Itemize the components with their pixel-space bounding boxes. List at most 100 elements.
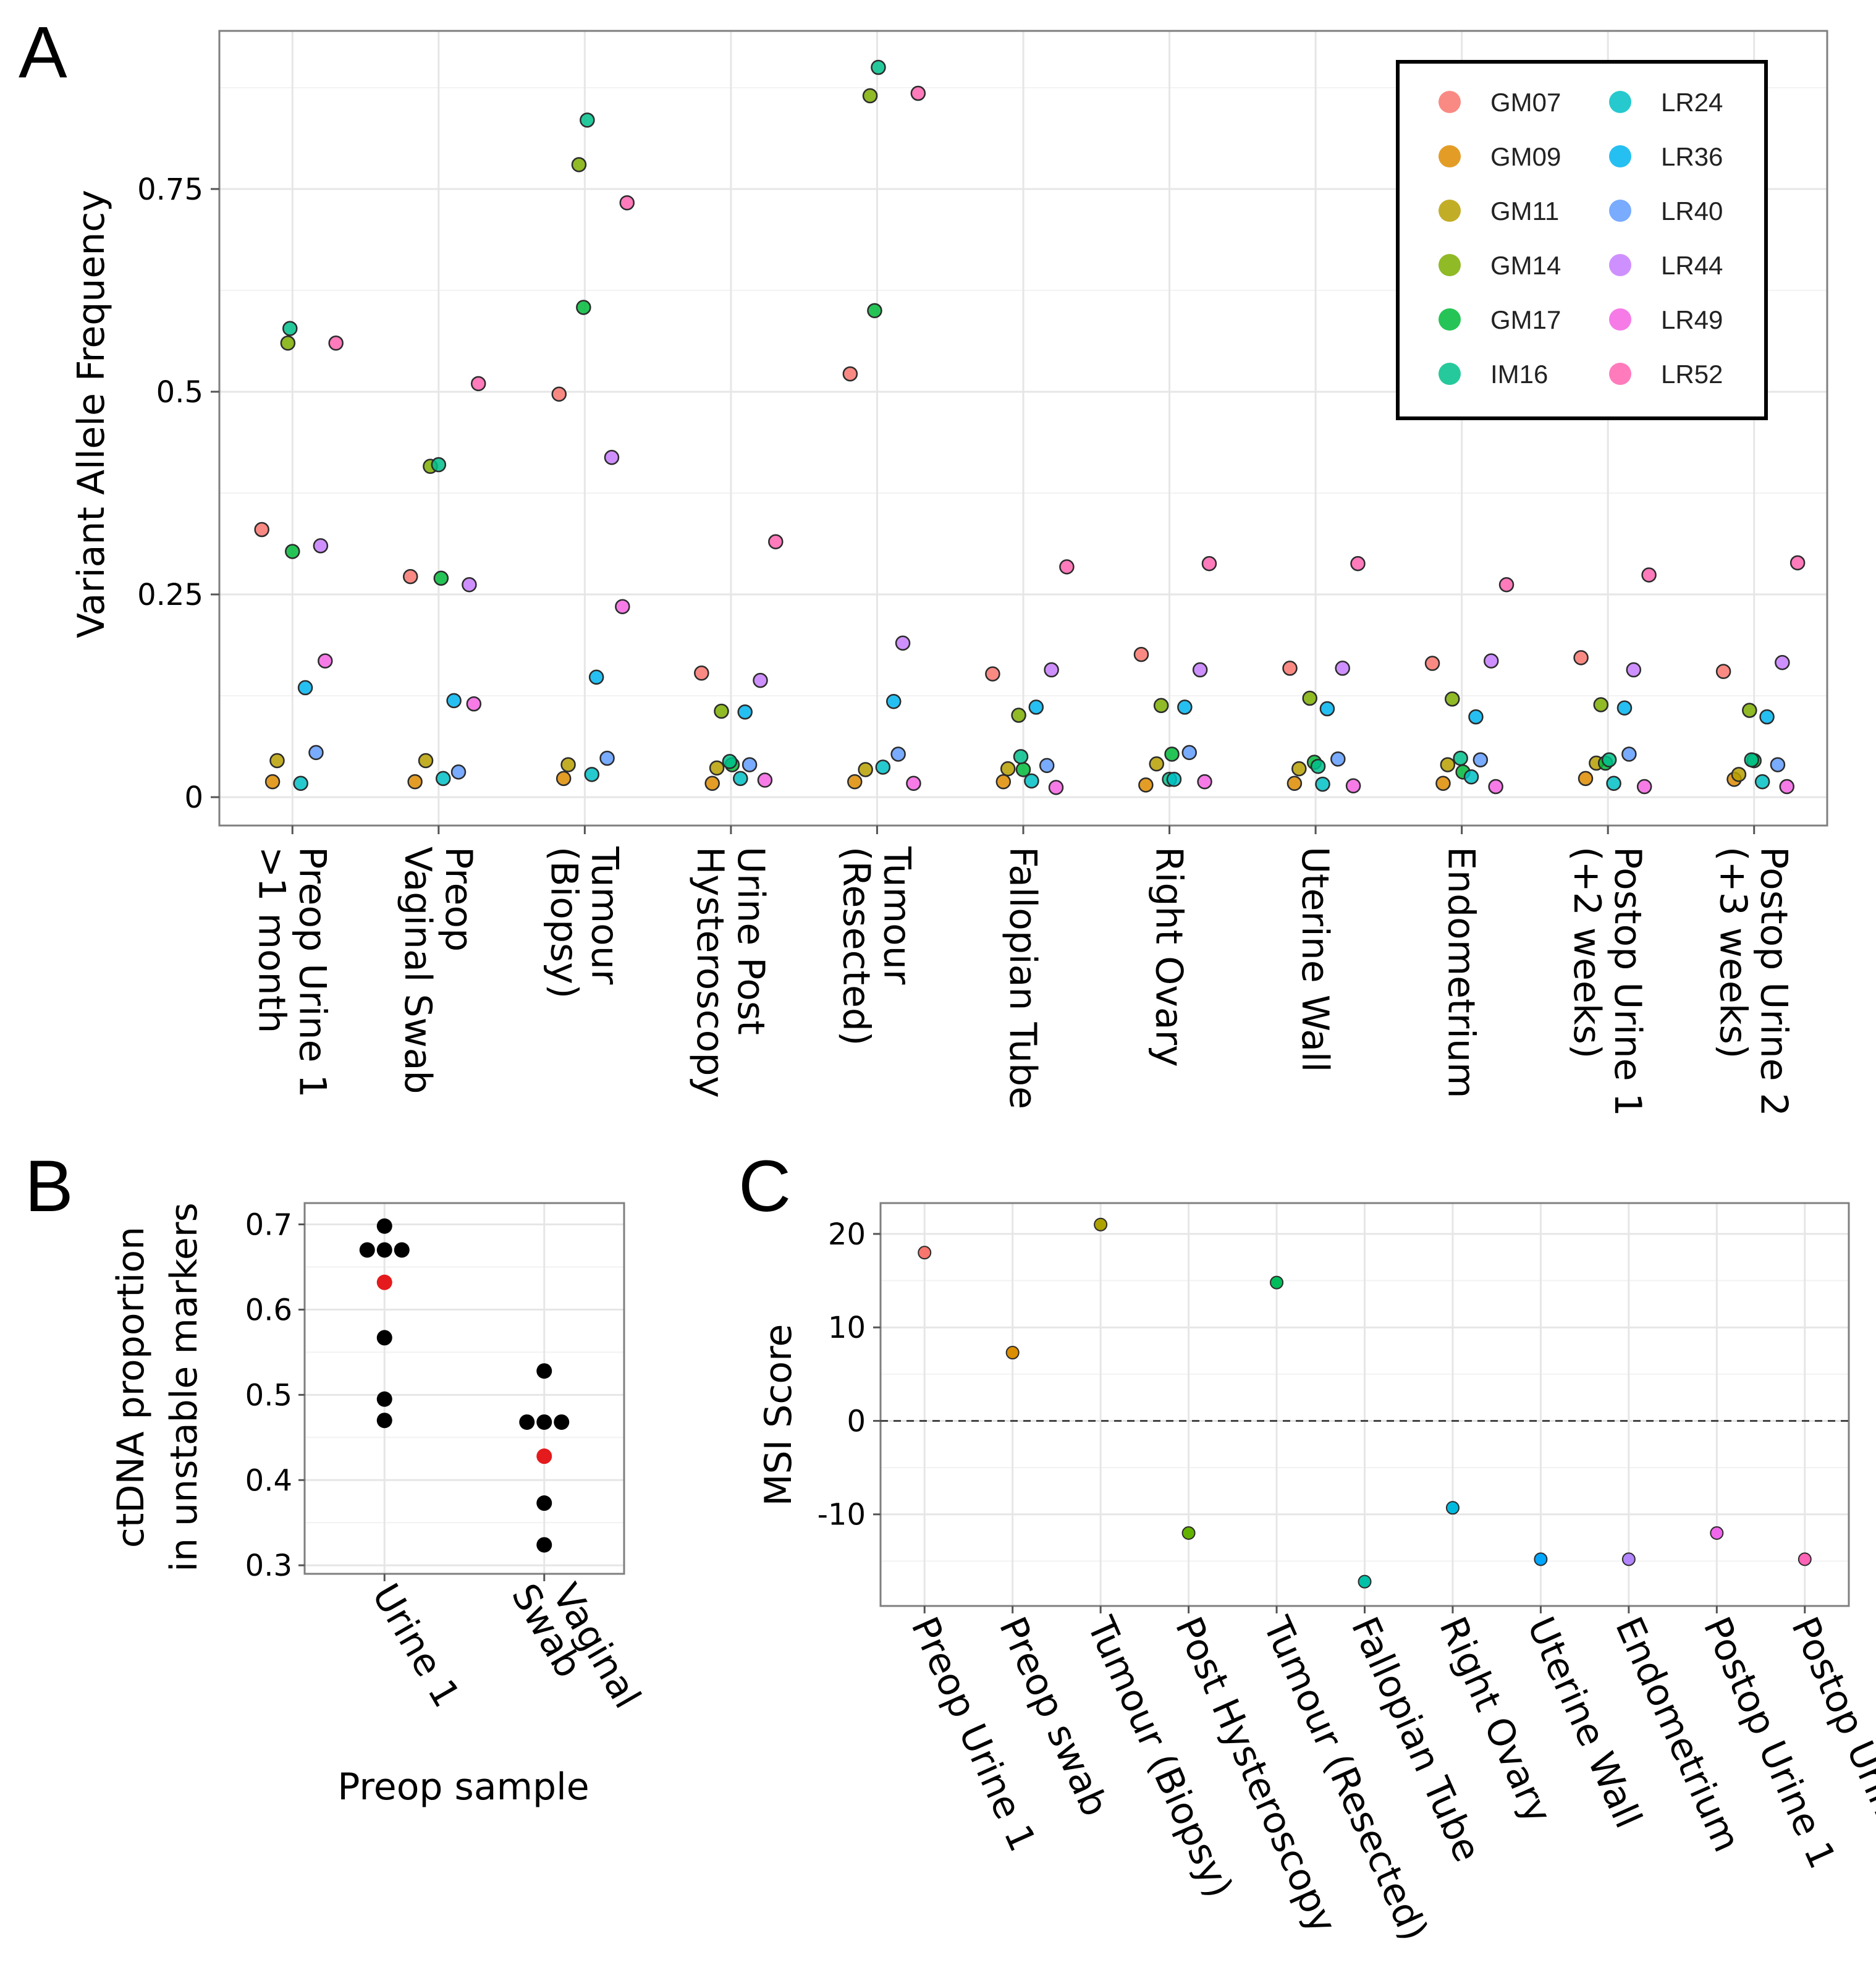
legend-label-gm14: GM14 [1490,251,1561,280]
point-gm11-6 [1000,761,1016,777]
legend-key-gm14 [1439,254,1461,276]
legend-key-lr40 [1609,200,1631,222]
point-lr36-7 [1177,699,1193,715]
point-gm07-4 [694,665,709,681]
point-im16-9 [1453,750,1468,766]
legend-label-lr52: LR52 [1661,360,1723,389]
point-lr40-5 [890,746,906,762]
panel-a-category-label: (Biopsy) [542,847,585,999]
point-lr44-11 [1775,654,1790,670]
point-gm09-7 [1138,777,1154,793]
point-lr24-5 [875,759,891,775]
point-gm11-1 [269,753,285,769]
point-lr24-8 [1315,776,1330,792]
point-lr24-11 [1754,774,1770,790]
point-lr24-4 [733,771,748,787]
panel-b-y-ticks: 0.3 0.4 0.5 0.6 0.7 [245,1207,305,1583]
point-lr24-10 [1606,775,1621,792]
point-gm14-8 [1302,690,1317,706]
panel-c-y-tick-label: 0 [847,1404,866,1439]
point-gm07-11 [1715,664,1731,679]
point-lr52-2 [470,376,486,392]
point-lr52-11 [1789,555,1806,571]
point-lr52-4 [768,534,784,549]
legend-label-lr40: LR40 [1661,196,1723,226]
panel-a-category-label: Hysteroscopy [688,847,732,1098]
point-postop-urine-2 [1798,1552,1812,1566]
legend-label-lr24: LR24 [1661,88,1723,117]
point-vaginal-swab-2 [519,1414,535,1430]
panel-a-category-label: (+2 weeks) [1565,847,1608,1058]
point-lr49-8 [1345,778,1361,793]
panel-b-grid [305,1203,624,1574]
point-urine-1-4 [394,1242,410,1258]
point-vaginal-swab-4 [554,1414,570,1430]
panel-a-category-label: Right Ovary [1147,847,1191,1067]
point-im16-4 [722,754,738,769]
point-im16-11 [1744,752,1759,767]
point-lr52-5 [910,85,926,101]
legend-key-gm07 [1439,91,1461,113]
point-gm07-9 [1424,656,1440,671]
panel-a-category-label: Preop [437,847,480,952]
point-gm09-2 [407,774,423,790]
panel-a-category-label: Tumour [875,846,918,985]
panel-letter-a: A [19,12,67,93]
panel-c-grid [881,1203,1849,1606]
panel-a-category-label: (+3 weeks) [1712,847,1755,1058]
point-vaginal-swab-7 [536,1537,552,1553]
point-lr49-5 [906,775,921,792]
panel-a-y-tick-label: 0 [184,780,203,815]
panel-letter-c: C [738,1146,791,1227]
point-gm14-1 [280,335,296,351]
point-gm09-6 [995,774,1012,790]
panel-a-category-label: Postop Urine 1 [1606,847,1649,1117]
panel-a-category-label: Uterine Wall [1293,847,1337,1072]
legend-key-gm09 [1439,145,1461,167]
panel-a-y-ticks: 0 0.25 0.5 0.75 [137,172,219,815]
point-urine-1-6 [376,1330,392,1346]
point-gm09-1 [264,774,281,790]
point-lr52-9 [1498,577,1515,593]
point-gm14-4 [714,703,729,719]
point-im16-8 [1310,758,1326,774]
point-lr24-6 [1024,773,1039,789]
panel-b-points [359,1218,570,1553]
point-gm07-7 [1133,646,1149,662]
point-vaginal-swab-5 [536,1448,552,1464]
point-lr40-11 [1770,757,1786,772]
point-gm07-2 [402,568,418,585]
point-lr49-4 [757,772,773,788]
panel-a-category-label: Preop Urine 1 [290,847,334,1098]
point-gm11-3 [560,757,576,772]
point-im16-1 [282,321,298,336]
point-lr40-6 [1039,758,1055,774]
point-lr36-10 [1616,700,1633,716]
point-gm14-10 [1593,697,1609,712]
point-lr40-9 [1472,752,1489,767]
point-tumour-biopsy [1094,1217,1108,1232]
point-gm14-3 [571,157,587,172]
panel-c-y-tick-label: -10 [818,1498,866,1532]
point-lr44-10 [1626,662,1642,678]
point-gm11-8 [1291,761,1307,777]
point-lr36-6 [1028,699,1044,715]
panel-c-points [918,1217,1812,1589]
point-urine-1-2 [359,1242,375,1258]
legend-label-im16: IM16 [1490,360,1548,389]
panel-c-y-tick-label: 10 [828,1311,866,1345]
panel-b-y-tick-label: 0.5 [245,1378,292,1413]
legend-box [1396,60,1768,420]
panel-c-y-ticks: -10 0 10 20 [818,1217,881,1532]
point-gm11-4 [709,760,725,776]
point-right-ovary [1445,1501,1460,1515]
panel-b-y-tick-label: 0.6 [245,1293,292,1327]
point-urine-1-8 [376,1413,392,1429]
point-lr49-6 [1048,780,1064,795]
point-lr36-1 [297,680,313,696]
point-gm09-3 [556,771,572,787]
